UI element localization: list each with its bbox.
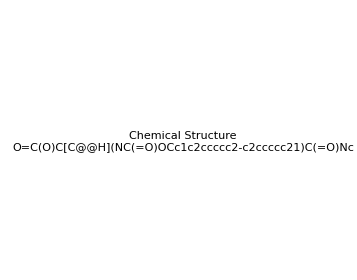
Text: Chemical Structure
O=C(O)C[C@@H](NC(=O)OCc1c2ccccc2-c2ccccc21)C(=O)Nc: Chemical Structure O=C(O)C[C@@H](NC(=O)O… [12,130,354,152]
